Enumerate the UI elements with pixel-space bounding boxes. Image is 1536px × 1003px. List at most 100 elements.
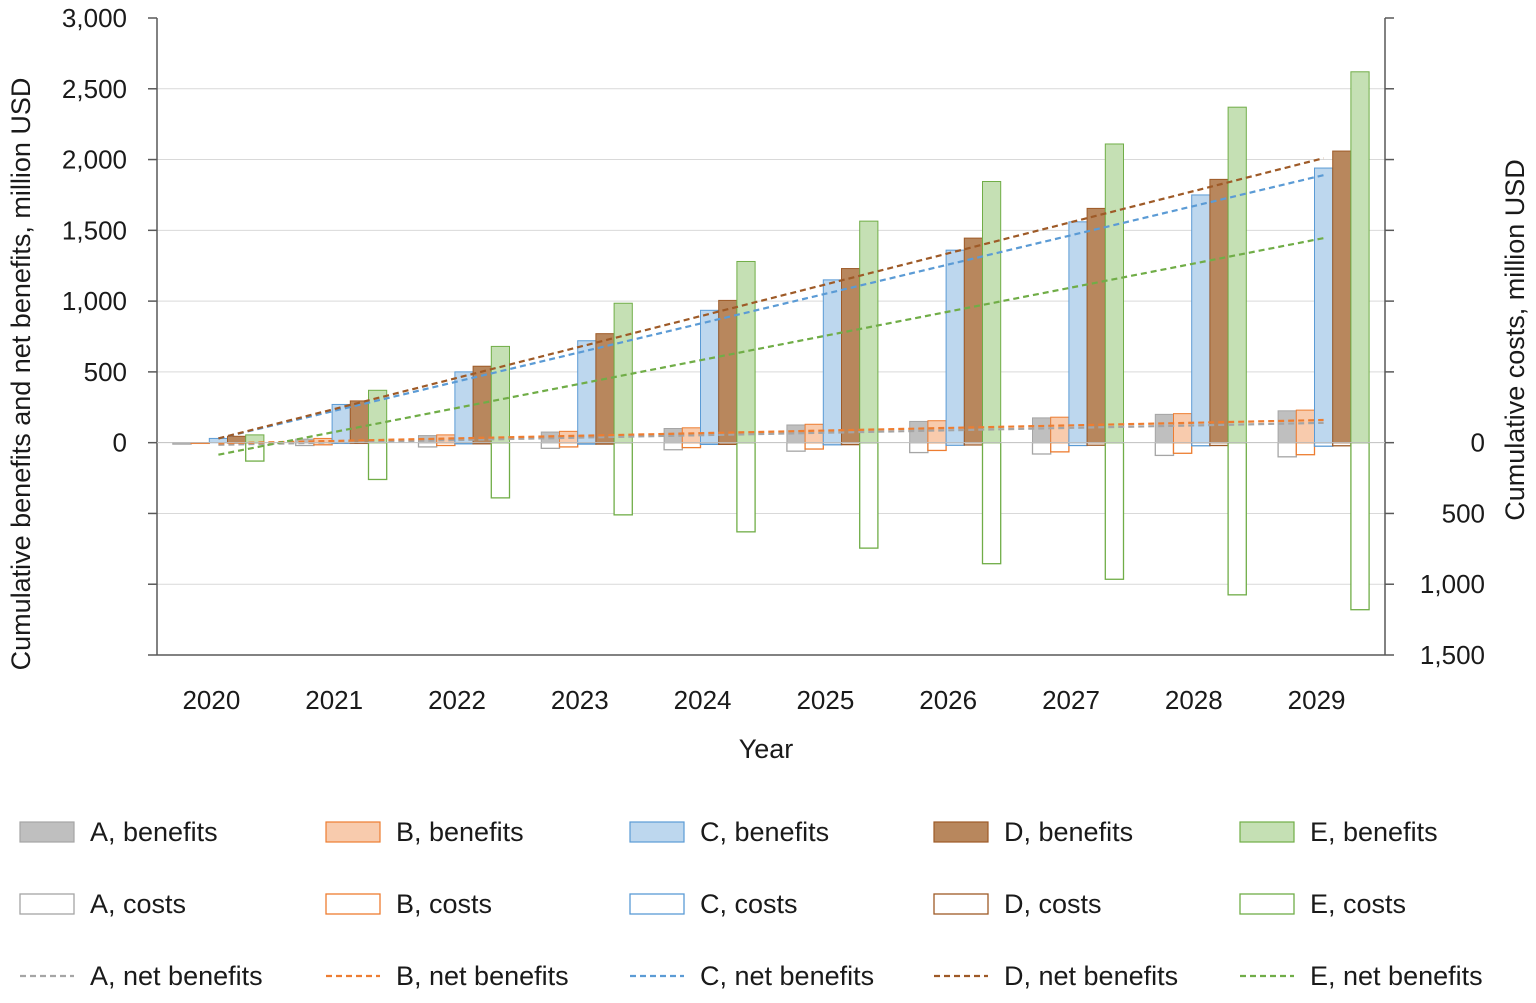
cost-bar-a	[1278, 443, 1296, 457]
legend-label: C, benefits	[700, 817, 829, 847]
legend-label: C, net benefits	[700, 961, 874, 991]
x-tick-label: 2025	[796, 685, 854, 715]
y-tick-label-left: 500	[84, 357, 127, 387]
benefit-bar-c	[1069, 222, 1087, 443]
x-tick-label: 2026	[919, 685, 977, 715]
x-tick-label: 2024	[674, 685, 732, 715]
legend-swatch-costs	[20, 894, 74, 914]
x-tick-label: 2027	[1042, 685, 1100, 715]
benefit-bar-d	[596, 334, 614, 443]
y-tick-label-left: 3,000	[62, 3, 127, 33]
benefit-bar-c	[332, 404, 350, 442]
cost-bar-b	[682, 443, 700, 448]
cost-bar-a	[664, 443, 682, 450]
cost-bar-e	[1105, 443, 1123, 580]
y-tick-label-left: 0	[113, 428, 127, 458]
legend-label: B, costs	[396, 889, 492, 919]
cost-bar-b	[1174, 443, 1192, 454]
benefit-bar-c	[946, 250, 964, 443]
benefit-bar-d	[719, 300, 737, 442]
benefit-bar-d	[1087, 208, 1105, 442]
cost-bar-a	[787, 443, 805, 451]
net-benefit-line-c	[218, 175, 1323, 438]
benefit-bar-e	[983, 181, 1001, 442]
legend-label: D, net benefits	[1004, 961, 1178, 991]
legend-label: B, net benefits	[396, 961, 569, 991]
benefit-bar-c	[209, 438, 227, 442]
y-tick-label-left: 2,000	[62, 145, 127, 175]
y-tick-label-right: 500	[1442, 498, 1485, 528]
y-axis-title-left: Cumulative benefits and net benefits, mi…	[6, 78, 36, 671]
benefit-bar-e	[1105, 144, 1123, 443]
y-tick-label-left: 1,000	[62, 286, 127, 316]
cost-bar-a	[910, 443, 928, 453]
benefit-bars	[209, 72, 1369, 443]
x-tick-label: 2021	[305, 685, 363, 715]
cost-bar-e	[1351, 443, 1369, 610]
legend-swatch-benefits	[1240, 822, 1294, 842]
y-axis-title-right: Cumulative costs, million USD	[1500, 159, 1530, 521]
y-tick-label-right: 1,500	[1420, 640, 1485, 670]
benefit-bar-c	[578, 341, 596, 443]
benefit-bar-c	[1315, 168, 1333, 443]
legend-label: D, benefits	[1004, 817, 1133, 847]
legend: A, benefits B, benefits C, benefits D, bene…	[20, 817, 1483, 991]
legend-swatch-costs	[934, 894, 988, 914]
benefit-bar-e	[860, 221, 878, 443]
benefit-bar-c	[823, 280, 841, 443]
benefit-bar-d	[964, 238, 982, 443]
benefit-bar-d	[842, 269, 860, 443]
y-tick-label-left: 1,500	[62, 215, 127, 245]
cost-bar-a	[541, 443, 559, 449]
legend-swatch-costs	[1240, 894, 1294, 914]
net-benefit-line-d	[218, 158, 1323, 438]
cost-bar-a	[419, 443, 437, 447]
cost-bar-e	[369, 443, 387, 480]
benefit-bar-e	[491, 346, 509, 442]
y-tick-label-right: 0	[1471, 428, 1485, 458]
x-tick-label: 2020	[182, 685, 240, 715]
legend-label: A, net benefits	[90, 961, 263, 991]
legend-label: B, benefits	[396, 817, 524, 847]
benefit-bar-d	[350, 401, 368, 443]
legend-label: A, costs	[90, 889, 186, 919]
cost-bar-e	[491, 443, 509, 498]
benefit-bar-e	[1228, 107, 1246, 442]
cost-bar-a	[1155, 443, 1173, 456]
x-tick-label: 2029	[1288, 685, 1346, 715]
cost-bar-e	[1228, 443, 1246, 595]
cost-bar-a	[1033, 443, 1051, 454]
benefit-bar-c	[701, 310, 719, 442]
cost-bar-b	[805, 443, 823, 449]
legend-label: E, benefits	[1310, 817, 1438, 847]
benefit-bar-a	[1033, 418, 1051, 443]
cost-bar-b	[1051, 443, 1069, 452]
cost-bar-e	[614, 443, 632, 515]
x-tick-label: 2028	[1165, 685, 1223, 715]
legend-label: E, costs	[1310, 889, 1406, 919]
y-tick-label-left: 2,500	[62, 74, 127, 104]
legend-label: C, costs	[700, 889, 798, 919]
x-axis-title: Year	[739, 734, 794, 764]
cost-bar-b	[1296, 443, 1314, 455]
legend-label: A, benefits	[90, 817, 218, 847]
benefit-bar-d	[1210, 179, 1228, 442]
benefit-bar-d	[1333, 151, 1351, 443]
benefit-bar-b	[1051, 417, 1069, 442]
legend-label: E, net benefits	[1310, 961, 1483, 991]
benefit-bar-e	[614, 303, 632, 442]
legend-label: D, costs	[1004, 889, 1102, 919]
y-tick-label-right: 1,000	[1420, 569, 1485, 599]
cost-bar-e	[737, 443, 755, 532]
benefit-bar-b	[1296, 410, 1314, 443]
benefit-bar-a	[1155, 414, 1173, 442]
benefit-bar-c	[1192, 195, 1210, 443]
cost-bar-b	[928, 443, 946, 451]
x-tick-label: 2022	[428, 685, 486, 715]
legend-swatch-benefits	[630, 822, 684, 842]
benefit-bar-b	[1174, 414, 1192, 443]
benefit-bar-d	[228, 436, 246, 442]
legend-swatch-costs	[326, 894, 380, 914]
